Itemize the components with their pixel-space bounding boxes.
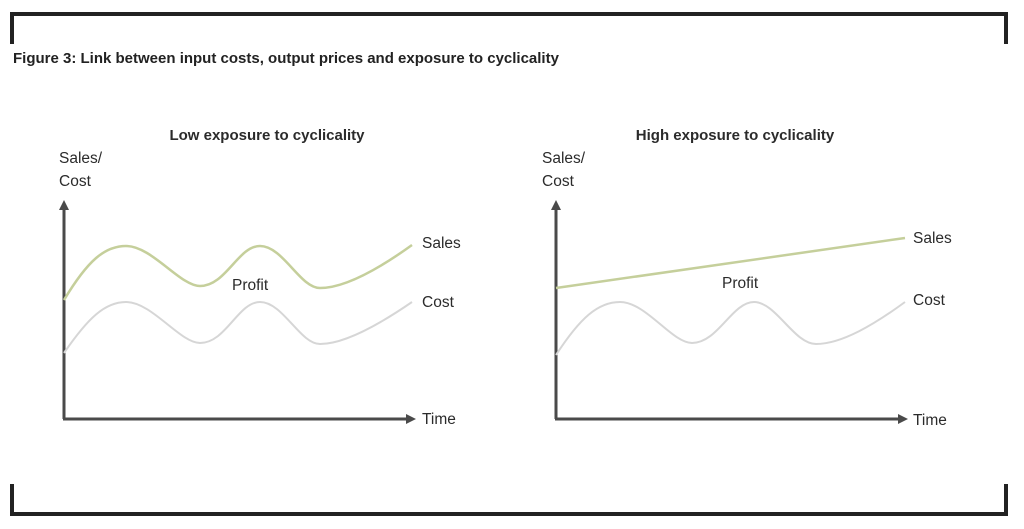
sales-label-high: Sales <box>913 230 952 247</box>
sales-label-low: Sales <box>422 235 461 252</box>
cost-curve-low <box>63 300 413 354</box>
frame-bottom-bracket <box>10 484 1008 516</box>
panel-high-exposure: High exposure to cyclicality Sales/ Cost… <box>542 127 952 429</box>
panel-low-exposure: Low exposure to cyclicality Sales/ Cost … <box>59 127 461 428</box>
y-axis-label-line2: Cost <box>542 173 575 190</box>
y-axis-label-line1: Sales/ <box>59 150 103 167</box>
cost-curve-high <box>555 300 906 356</box>
profit-label-low: Profit <box>232 277 269 294</box>
panel-title-low: Low exposure to cyclicality <box>169 127 365 144</box>
x-axis-label-low: Time <box>422 411 456 428</box>
figure-title: Figure 3: Link between input costs, outp… <box>13 50 559 67</box>
sales-curve-low <box>62 243 413 301</box>
x-axis-label-high: Time <box>913 412 947 429</box>
y-axis-label-line2: Cost <box>59 173 92 190</box>
panel-title-high: High exposure to cyclicality <box>636 127 835 144</box>
cost-label-low: Cost <box>422 294 455 311</box>
sales-line-high <box>555 236 906 290</box>
profit-label-high: Profit <box>722 275 759 292</box>
y-axis-label-line1: Sales/ <box>542 150 586 167</box>
frame-top-bracket <box>10 12 1008 44</box>
cost-label-high: Cost <box>913 292 946 309</box>
